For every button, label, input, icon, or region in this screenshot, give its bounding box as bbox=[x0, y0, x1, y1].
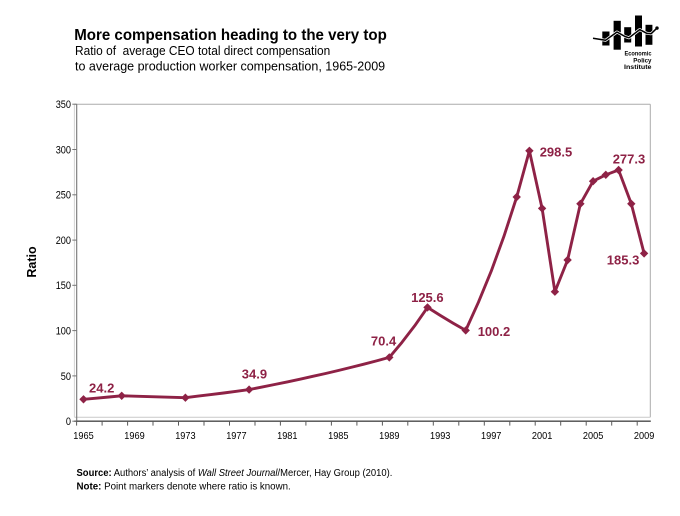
svg-text:2009: 2009 bbox=[634, 430, 655, 442]
svg-text:185.3: 185.3 bbox=[607, 252, 640, 267]
svg-text:1989: 1989 bbox=[379, 430, 400, 442]
svg-text:1969: 1969 bbox=[124, 430, 145, 442]
svg-text:2001: 2001 bbox=[532, 430, 553, 442]
svg-text:50: 50 bbox=[61, 371, 71, 383]
svg-text:1977: 1977 bbox=[226, 430, 247, 442]
svg-text:200: 200 bbox=[56, 235, 71, 247]
svg-text:Ratio: Ratio bbox=[25, 246, 39, 278]
svg-text:100.2: 100.2 bbox=[478, 324, 511, 339]
svg-text:150: 150 bbox=[56, 280, 71, 292]
svg-text:300: 300 bbox=[56, 144, 71, 156]
svg-text:Institute: Institute bbox=[624, 64, 652, 71]
svg-text:More compensation heading to t: More compensation heading to the very to… bbox=[74, 27, 387, 44]
svg-text:350: 350 bbox=[56, 99, 71, 111]
svg-text:0: 0 bbox=[66, 416, 71, 428]
svg-text:125.6: 125.6 bbox=[411, 290, 444, 305]
svg-text:1993: 1993 bbox=[430, 430, 451, 442]
svg-text:1997: 1997 bbox=[481, 430, 502, 442]
svg-text:1981: 1981 bbox=[277, 430, 298, 442]
svg-text:277.3: 277.3 bbox=[613, 152, 646, 167]
svg-text:to average production worker c: to average production worker compensatio… bbox=[75, 58, 385, 73]
svg-text:Ratio of average CEO total di: Ratio of average CEO total direct compen… bbox=[75, 44, 330, 59]
svg-text:70.4: 70.4 bbox=[371, 333, 397, 348]
svg-text:1973: 1973 bbox=[175, 430, 196, 442]
svg-text:Note: Point markers denote whe: Note: Point markers denote where ratio i… bbox=[77, 481, 291, 492]
svg-text:250: 250 bbox=[56, 190, 71, 202]
svg-text:34.9: 34.9 bbox=[242, 367, 267, 382]
svg-text:100: 100 bbox=[56, 326, 71, 338]
svg-text:298.5: 298.5 bbox=[540, 144, 573, 159]
svg-text:1965: 1965 bbox=[73, 430, 94, 442]
svg-text:Economic: Economic bbox=[625, 50, 652, 57]
svg-text:2005: 2005 bbox=[583, 430, 604, 442]
svg-text:24.2: 24.2 bbox=[89, 381, 114, 396]
svg-text:Source: Authors’ analysis of W: Source: Authors’ analysis of Wall Street… bbox=[77, 468, 393, 479]
svg-text:Policy: Policy bbox=[633, 57, 651, 64]
svg-text:1985: 1985 bbox=[328, 430, 349, 442]
